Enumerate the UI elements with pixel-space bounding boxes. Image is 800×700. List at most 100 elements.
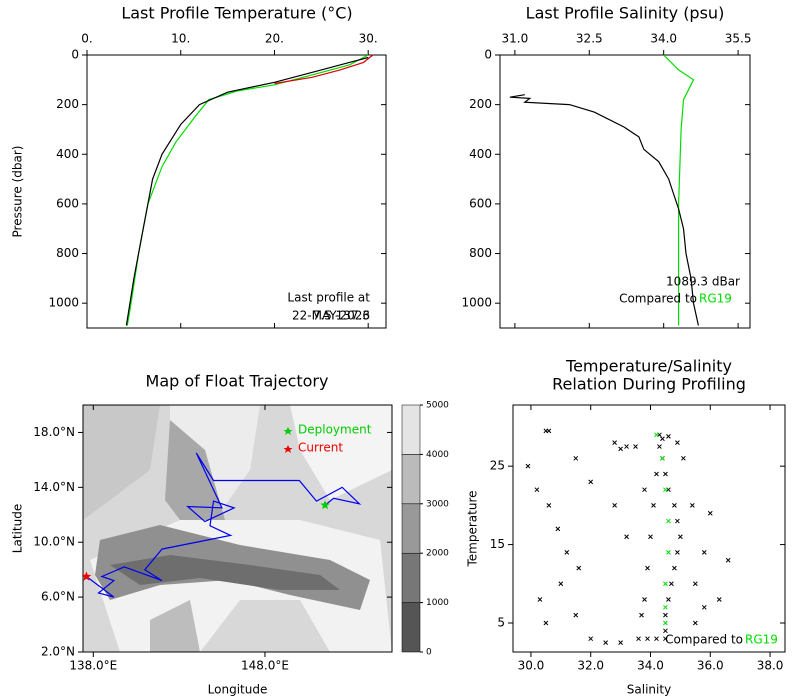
ts-point — [663, 604, 668, 610]
x-tick-label: 34.0 — [637, 659, 664, 673]
x-tick-label: 30.0 — [518, 659, 545, 673]
y-tick-label: 600 — [56, 196, 79, 210]
ts-point — [648, 534, 653, 540]
ts-point — [663, 581, 668, 587]
y-tick-label: 14.0°N — [33, 480, 75, 494]
annotation: RG19 — [745, 633, 778, 647]
ts-point — [716, 597, 722, 602]
ts-point — [537, 597, 543, 602]
ts-point — [692, 581, 698, 587]
y-tick-label: 6.0°N — [41, 590, 75, 604]
x-tick-label: 34.0 — [650, 32, 677, 46]
colorbar-band — [401, 503, 421, 554]
x-tick-label: 30. — [359, 32, 378, 46]
y-tick-label: 1000 — [48, 296, 79, 310]
ts-point — [618, 640, 623, 645]
ts-point — [689, 503, 695, 508]
bathymetry-area — [290, 405, 392, 500]
y-tick-label: 200 — [56, 97, 79, 111]
chart-title: Last Profile Temperature (°C) — [121, 4, 352, 23]
x-tick-label: 10. — [171, 32, 190, 46]
ts-point — [666, 518, 671, 524]
legend-star — [283, 445, 293, 453]
ts-point — [576, 565, 582, 571]
y-axis-label: Latitude — [11, 504, 25, 553]
ts-point — [701, 604, 707, 610]
profile-line — [125, 56, 369, 326]
ts-point — [645, 636, 650, 642]
y-axis-label: Temperature — [466, 490, 480, 567]
ts-point — [657, 444, 662, 449]
ts-point — [660, 455, 665, 461]
ts-point — [642, 597, 647, 602]
plot-frame — [86, 54, 387, 329]
ts-point — [678, 534, 683, 540]
y-tick-label: 10.0°N — [33, 535, 75, 549]
y-tick-label: 600 — [469, 196, 492, 210]
annotation: 7.5 137.6 — [313, 309, 370, 323]
x-tick-label: 148.0°E — [241, 659, 289, 673]
y-axis-label: Pressure (dbar) — [11, 146, 25, 238]
ts-point — [675, 518, 680, 524]
ts-point — [639, 612, 644, 618]
ts-point — [612, 440, 617, 445]
bathymetry-area — [165, 420, 225, 540]
ts-point — [546, 428, 552, 434]
ts-point — [707, 510, 713, 516]
ts-point — [672, 565, 677, 571]
x-axis-label: Longitude — [208, 683, 268, 697]
plot-frame — [499, 54, 751, 329]
ts-point — [675, 550, 680, 555]
bathymetry-area — [83, 405, 160, 520]
chart-title: Last Profile Salinity (psu) — [526, 4, 725, 23]
profile-line — [663, 54, 695, 326]
ts-point — [588, 479, 594, 485]
ts-point — [692, 620, 698, 626]
x-tick-label: 20. — [265, 32, 284, 46]
y-tick-label: 800 — [56, 246, 79, 260]
plot-frame — [82, 404, 393, 653]
ts-point — [725, 557, 731, 563]
ts-point — [546, 503, 552, 508]
ts-point — [543, 620, 549, 626]
profile-line — [126, 54, 369, 326]
bathymetry-area — [150, 600, 200, 652]
profile-line — [509, 94, 699, 326]
plot-frame — [512, 404, 786, 653]
x-tick-label: 31.0 — [502, 32, 529, 46]
legend-label: Deployment — [298, 423, 372, 437]
x-tick-label: 138.0°E — [69, 659, 117, 673]
ts-point — [573, 455, 579, 461]
marker-star — [320, 500, 330, 510]
annotation: Compared to — [665, 633, 743, 647]
x-tick-label: 35.5 — [725, 32, 752, 46]
x-tick-label: 36.0 — [697, 659, 724, 673]
colorbar-label: 4000 — [426, 450, 449, 460]
ts-point — [663, 471, 668, 477]
bathymetry-area — [110, 555, 340, 590]
x-axis-label: Salinity — [627, 683, 671, 697]
annotation: Compared to — [619, 292, 697, 306]
ts-point — [636, 636, 641, 642]
ts-point — [588, 636, 594, 642]
bathymetry — [83, 405, 392, 652]
y-tick-label: 5 — [497, 615, 505, 629]
colorbar-band — [401, 602, 421, 653]
ts-point — [534, 487, 540, 493]
ts-point — [564, 550, 570, 555]
y-tick-label: 25 — [490, 459, 505, 473]
colorbar-band — [401, 552, 421, 603]
marker-star — [81, 571, 92, 581]
x-tick-label: 32.5 — [576, 32, 603, 46]
ts-point — [633, 444, 638, 449]
ts-point — [681, 455, 686, 461]
ts-point — [675, 440, 680, 445]
ts-point — [660, 436, 665, 442]
ts-point — [663, 620, 668, 626]
x-tick-label: 0. — [81, 32, 92, 46]
ts-point — [672, 503, 677, 508]
x-tick-label: 38.0 — [757, 659, 784, 673]
y-tick-label: 200 — [469, 97, 492, 111]
y-tick-label: 0 — [484, 48, 492, 62]
